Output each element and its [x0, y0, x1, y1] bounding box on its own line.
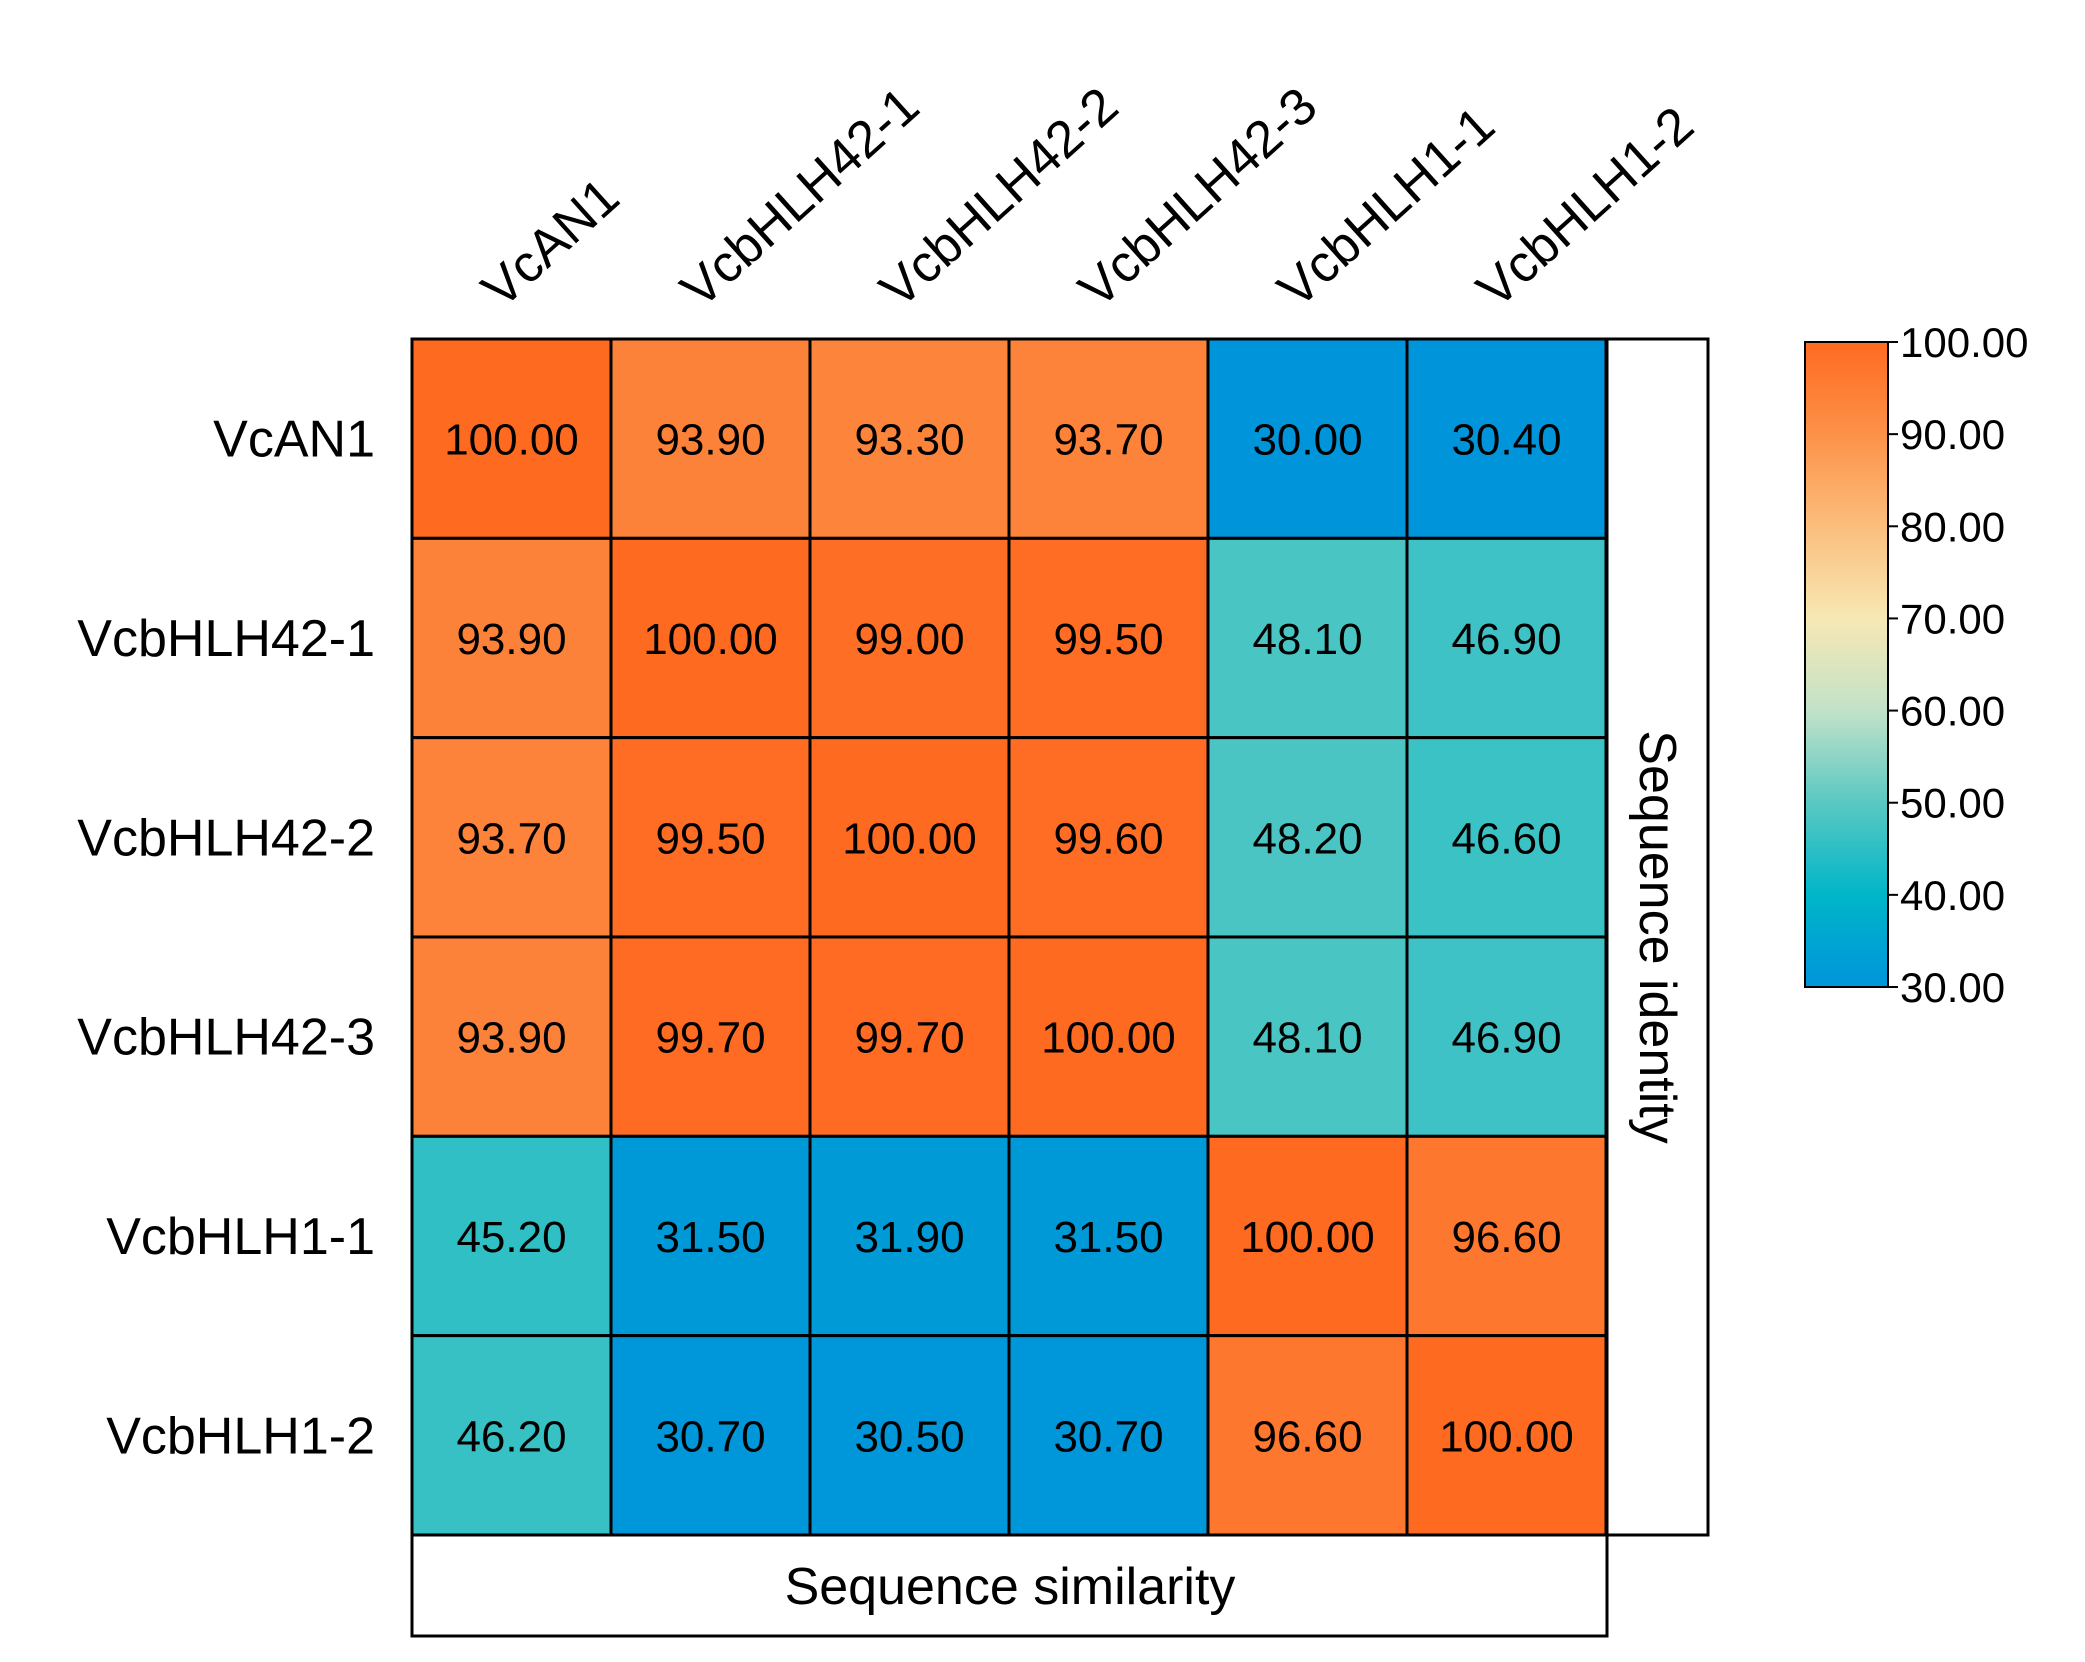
heatmap-cell [1206, 935, 1409, 1138]
cell-value: 100.00 [1240, 1213, 1375, 1262]
cell-value: 100.00 [444, 416, 579, 465]
heatmap-cell [1206, 1134, 1409, 1338]
similarity-label: Sequence similarity [785, 1558, 1236, 1616]
heatmap-cell [808, 935, 1011, 1138]
cell-value: 99.60 [1053, 814, 1163, 863]
cell-value: 99.00 [854, 615, 964, 664]
cell-value: 93.90 [655, 416, 765, 465]
cell-value: 100.00 [842, 814, 977, 863]
colorbar-tick-label: 30.00 [1900, 964, 2005, 1011]
cell-value: 31.50 [1053, 1213, 1163, 1262]
heatmap-cell [808, 337, 1011, 540]
colorbar-tick-label: 70.00 [1900, 595, 2005, 642]
cell-value: 99.50 [1053, 615, 1163, 664]
cell-value: 46.20 [456, 1412, 566, 1461]
colorbar-tick-label: 90.00 [1900, 411, 2005, 458]
heatmap-cell [1405, 337, 1608, 540]
cell-value: 45.20 [456, 1213, 566, 1262]
cell-value: 30.50 [854, 1412, 964, 1461]
cell-value: 46.90 [1451, 1014, 1561, 1063]
cell-value: 31.90 [854, 1213, 964, 1262]
cell-value: 30.00 [1252, 416, 1362, 465]
cell-value: 96.60 [1451, 1213, 1561, 1262]
cell-value: 93.90 [456, 1014, 566, 1063]
cell-value: 96.60 [1252, 1412, 1362, 1461]
cell-value: 100.00 [1041, 1014, 1176, 1063]
cell-value: 93.70 [456, 814, 566, 863]
colorbar-tick-label: 100.00 [1900, 319, 2028, 366]
cell-value: 48.10 [1252, 1014, 1362, 1063]
heatmap-cell [609, 337, 812, 540]
cell-value: 99.70 [854, 1014, 964, 1063]
row-label: VcbHLH42-1 [77, 610, 375, 668]
heatmap-cell [1007, 536, 1210, 740]
cell-value: 99.70 [655, 1014, 765, 1063]
heatmap-cell [1206, 736, 1409, 939]
similarity-box [410, 1533, 1609, 1638]
heatmap-cell [609, 536, 812, 740]
heatmap-cell [609, 736, 812, 939]
cell-value: 93.30 [854, 416, 964, 465]
heatmap-cell [609, 935, 812, 1138]
row-label: VcbHLH42-3 [77, 1009, 375, 1067]
cell-value: 100.00 [1439, 1412, 1574, 1461]
cell-value: 30.70 [655, 1412, 765, 1461]
heatmap-cell [410, 935, 613, 1138]
heatmap-cell [1405, 1334, 1608, 1537]
cell-value: 30.70 [1053, 1412, 1163, 1461]
heatmap-cell [410, 1134, 613, 1338]
cell-value: 100.00 [643, 615, 778, 664]
heatmap-cell [1405, 536, 1608, 740]
cell-value: 30.40 [1451, 416, 1561, 465]
row-label: VcbHLH1-2 [106, 1407, 375, 1465]
row-label: VcbHLH1-1 [106, 1208, 375, 1266]
heatmap-cell [1007, 736, 1210, 939]
colorbar-ticks: 100.00 90.00 80.00 70.00 60.00 50.00 40.00 30.0… [1888, 319, 2028, 1011]
colorbar-tick-label: 40.00 [1900, 872, 2005, 919]
cell-value: 46.90 [1451, 615, 1561, 664]
heatmap-cell [1007, 337, 1210, 540]
colorbar-tick-label: 80.00 [1900, 503, 2005, 550]
cell-value: 93.70 [1053, 416, 1163, 465]
cell-value: 99.50 [655, 814, 765, 863]
identity-label: Sequence identity [1628, 730, 1686, 1143]
heatmap-cell [1007, 935, 1210, 1138]
colorbar [1804, 341, 1889, 988]
cell-value: 48.20 [1252, 814, 1362, 863]
column-label: VcAN1 [471, 168, 630, 319]
heatmap-cell [410, 337, 613, 540]
row-label: VcAN1 [213, 411, 375, 469]
cell-value: 48.10 [1252, 615, 1362, 664]
colorbar-tick-label: 60.00 [1900, 688, 2005, 735]
cell-value: 46.60 [1451, 814, 1561, 863]
heatmap-cell [1405, 736, 1608, 939]
row-label: VcbHLH42-2 [77, 809, 375, 867]
heatmap-cell [808, 1134, 1011, 1338]
cell-value: 93.90 [456, 615, 566, 664]
cell-value: 31.50 [655, 1213, 765, 1262]
column-label: VcbHLH1-2 [1466, 96, 1705, 319]
heatmap-cells: 100.00 93.90 93.30 93.70 30.00 30.40 93.90 100.… [410, 337, 1608, 1537]
heatmap-cell [410, 1334, 613, 1537]
identity-box [1605, 337, 1710, 1537]
colorbar-tick-label: 50.00 [1900, 780, 2005, 827]
heatmap-cell [1007, 1134, 1210, 1338]
